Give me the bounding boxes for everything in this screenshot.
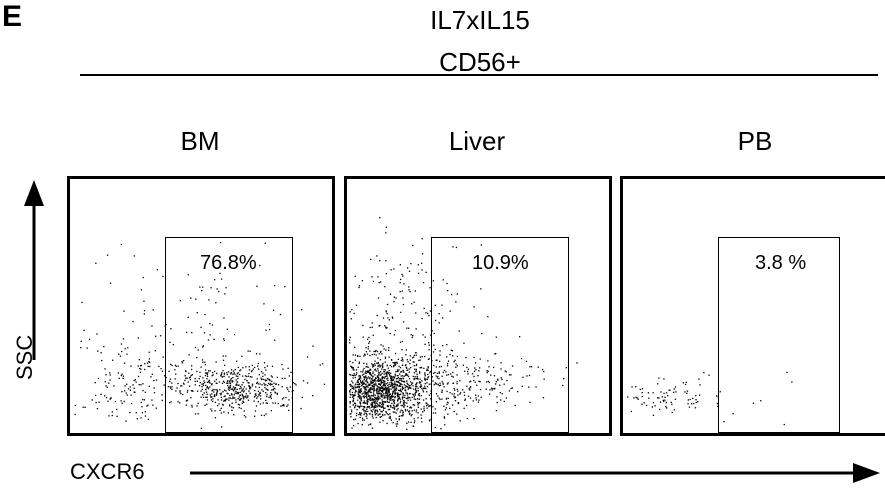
panel-letter: E [2,0,23,33]
y-axis-arrow [24,180,44,360]
panel-title-pb: PB [737,126,773,156]
flow-plot-liver: 10.9% [344,176,612,436]
gate-box-liver [431,237,569,433]
x-axis-arrow [190,463,880,483]
flow-plot-bm: 76.8% [67,176,335,436]
gate-percent-pb: 3.8 % [755,252,807,274]
flow-plot-pb: 3.8 % [620,176,885,436]
figure-title-line1: IL7xIL15 [430,5,530,35]
gate-box-pb [718,237,840,433]
title-underline [80,74,878,76]
gate-percent-liver: 10.9% [472,252,529,274]
scatter-dots-liver [349,217,578,430]
x-axis-label: CXCR6 [70,459,145,484]
gate-percent-bm: 76.8% [200,252,257,274]
scatter-dots-bm [74,242,326,429]
panel-title-bm: BM [180,126,220,156]
panel-title-liver: Liver [448,126,506,156]
gate-box-bm [165,237,293,433]
figure-title-line2: CD56+ [439,47,521,77]
